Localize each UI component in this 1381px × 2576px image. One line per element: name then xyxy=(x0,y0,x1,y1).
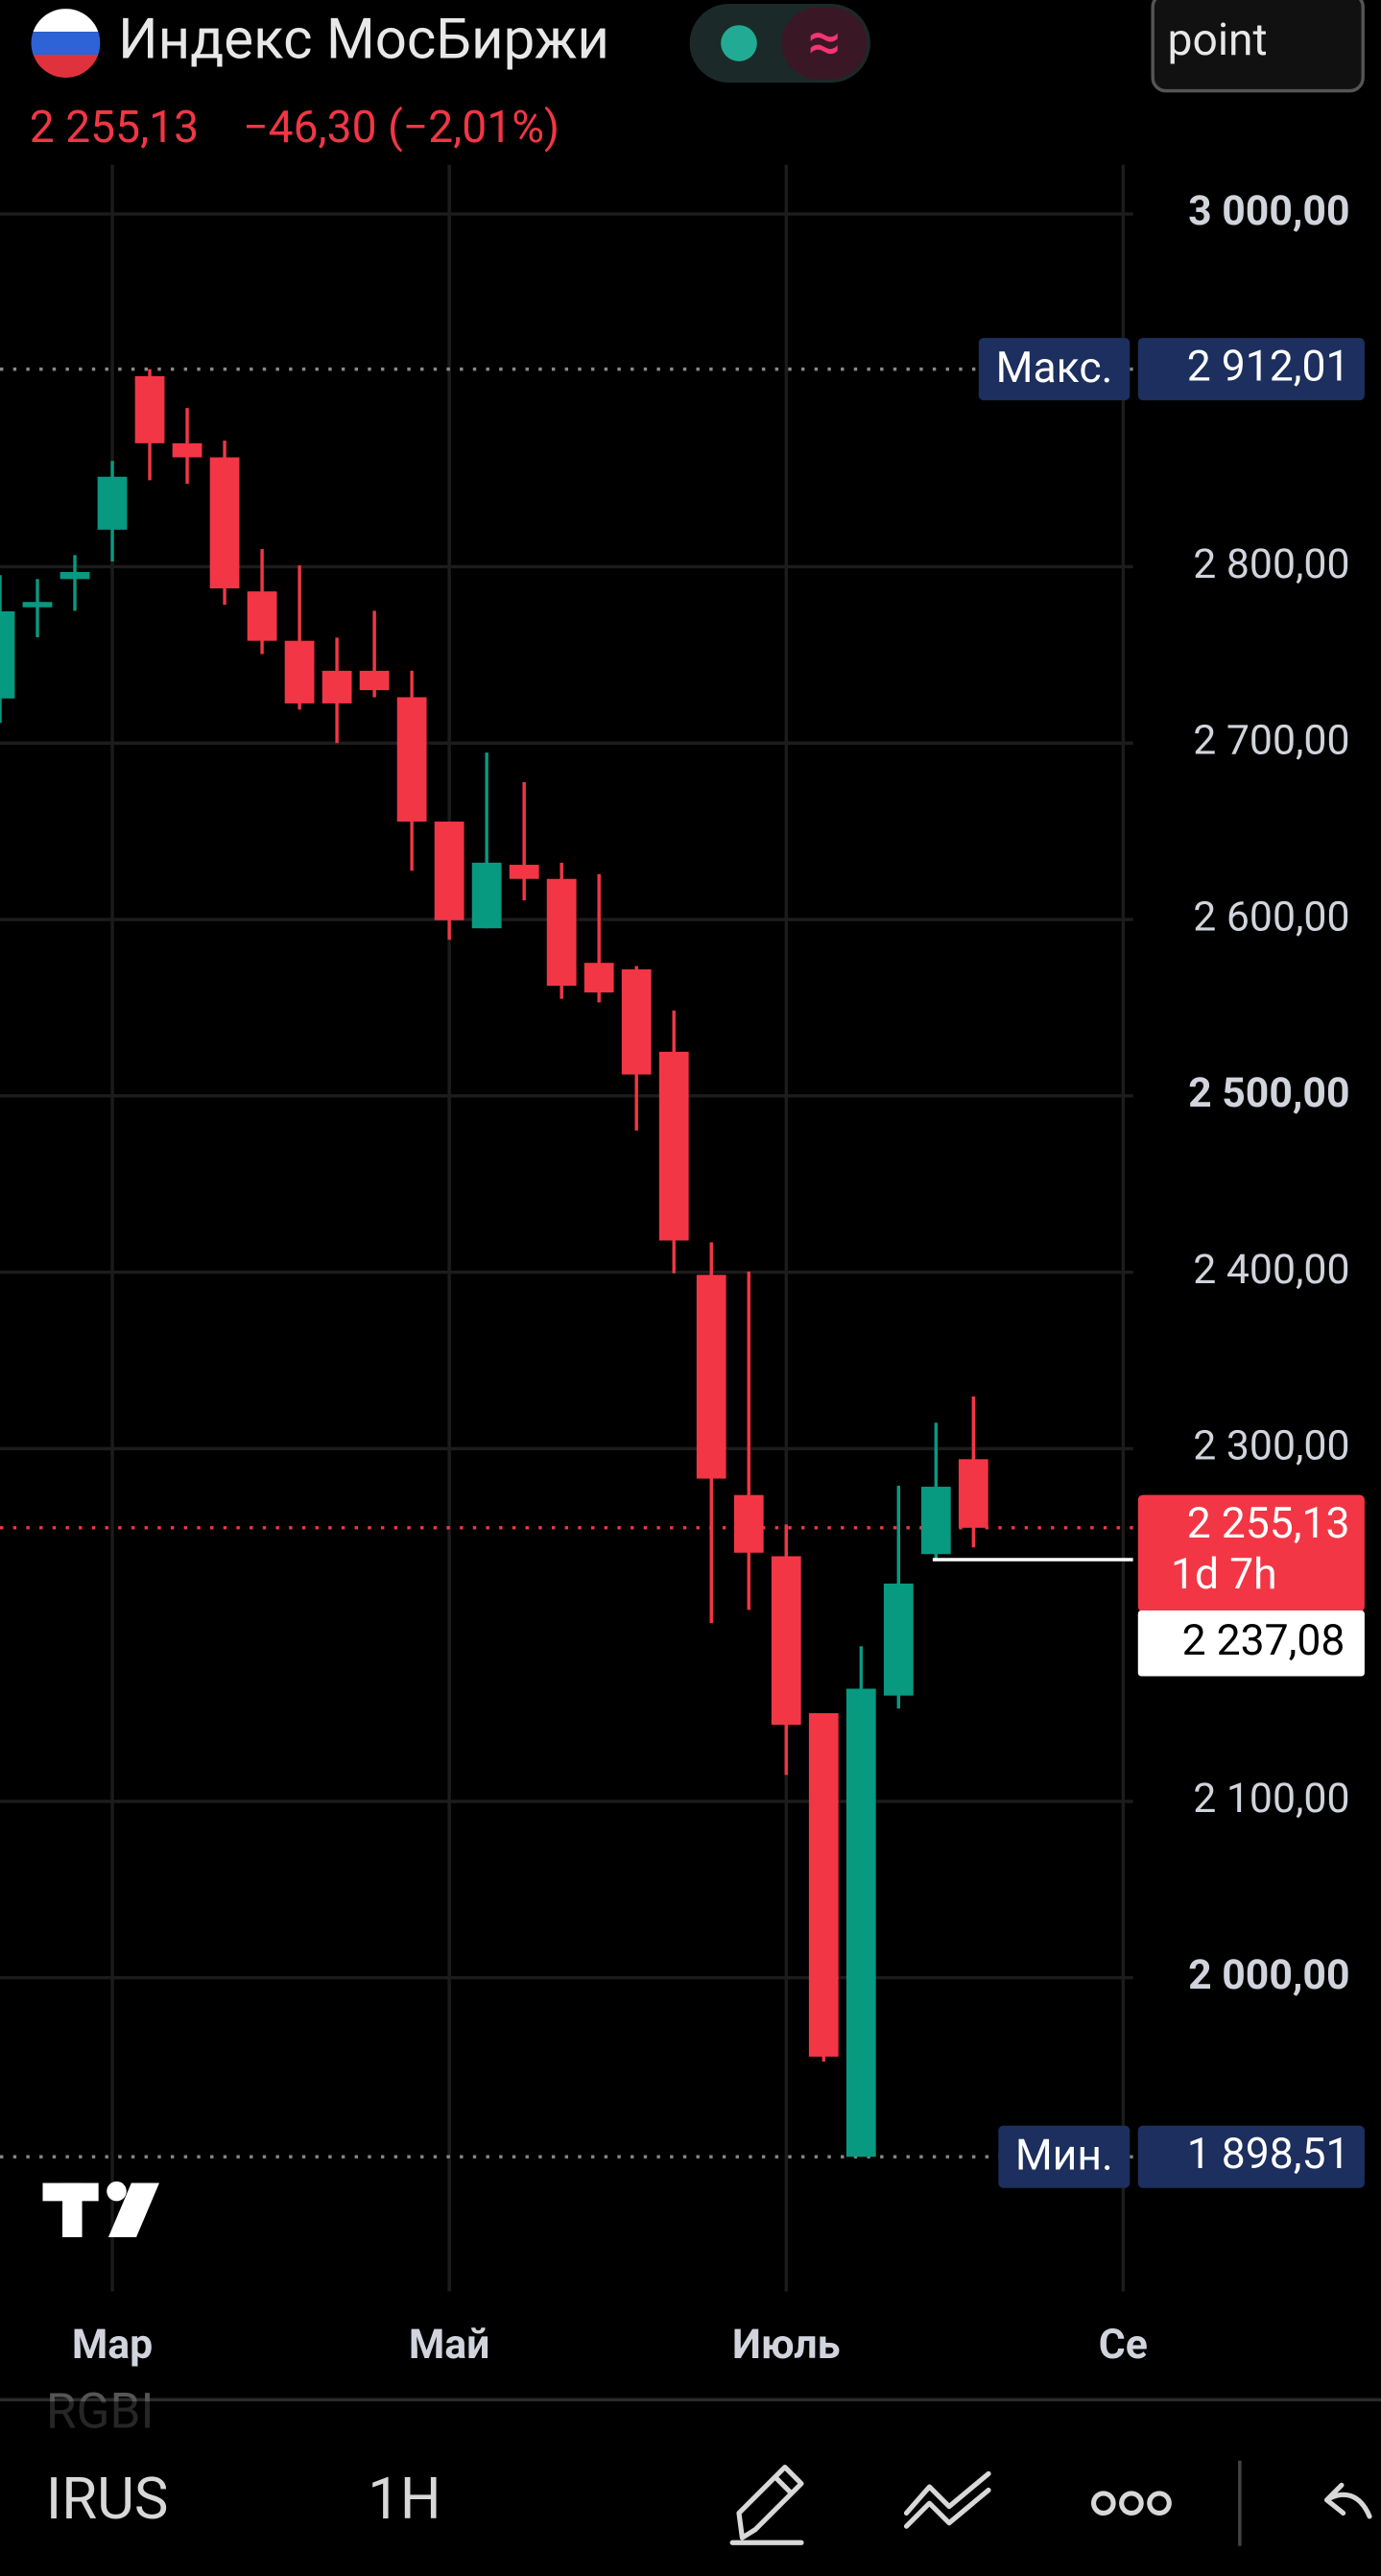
candle-body xyxy=(546,878,577,987)
price-box xyxy=(1137,2125,1365,2188)
y-tick-label: 2 800,00 xyxy=(1193,540,1349,588)
fade xyxy=(0,2401,1381,2438)
candle-body xyxy=(845,1688,876,2158)
last-price-box xyxy=(1137,1494,1365,1612)
candle-body xyxy=(321,670,352,704)
candle-body xyxy=(60,571,90,580)
price-box-label: 1 898,51 xyxy=(1187,2129,1350,2179)
price-box-label: 2 912,01 xyxy=(1187,341,1350,391)
y-tick-label: 2 700,00 xyxy=(1193,717,1349,765)
x-tick-label: Мар xyxy=(72,2321,153,2369)
interval-button[interactable]: 1H xyxy=(368,2465,440,2533)
countdown-label: 1d 7h xyxy=(1171,1549,1277,1599)
y-tick-label: 3 000,00 xyxy=(1188,187,1349,235)
candle-body xyxy=(883,1583,914,1696)
marker-tag-label: Макс. xyxy=(996,343,1113,393)
marker-tag-label: Мин. xyxy=(1015,2131,1113,2181)
header: Индекс МосБиржи ≈ point 2 255,13 −46,30 … xyxy=(30,0,1365,154)
candle-body xyxy=(733,1494,764,1553)
candle-body xyxy=(696,1275,726,1479)
x-tick-label: Се xyxy=(1099,2321,1148,2369)
y-tick-label: 2 100,00 xyxy=(1193,1775,1349,1823)
line-price-box xyxy=(1137,1610,1365,1677)
indicator-pill xyxy=(781,7,868,80)
interval-button[interactable] xyxy=(1151,0,1365,93)
candle-body xyxy=(621,969,652,1075)
candle-body xyxy=(471,862,502,929)
symbol-button[interactable]: IRUS xyxy=(46,2465,169,2533)
tradingview-logo xyxy=(42,2181,159,2237)
candle-body xyxy=(396,697,427,823)
line-price-label: 2 237,08 xyxy=(1182,1615,1345,1665)
last-price: 2 255,13 xyxy=(30,102,199,154)
draw-tool[interactable] xyxy=(729,2464,804,2545)
price-change: −46,30 (−2,01%) xyxy=(243,102,560,154)
y-tick-label: 2 000,00 xyxy=(1188,1951,1349,1999)
candle-body xyxy=(0,610,15,699)
toolbar: RGBI IRUS 1H xyxy=(0,2381,1381,2546)
interval-button-label: point xyxy=(1168,14,1268,66)
candle-body xyxy=(22,602,53,608)
candle-body xyxy=(247,591,277,641)
candle-body xyxy=(172,442,202,458)
y-tick-label: 2 300,00 xyxy=(1193,1422,1349,1470)
flag xyxy=(31,9,101,78)
candle-body xyxy=(434,822,464,920)
candle-body xyxy=(509,865,539,879)
undo-button[interactable] xyxy=(1323,2482,1372,2519)
candle-body xyxy=(920,1487,951,1555)
candle-body xyxy=(583,963,614,993)
trend-tool[interactable] xyxy=(903,2470,991,2529)
candle-body xyxy=(808,1713,839,2057)
y-tick-label: 2 400,00 xyxy=(1193,1246,1349,1294)
candle-body xyxy=(771,1556,801,1726)
chart: 3 000,00 2 800,00 2 700,00 2 600,00 2 500,00… xyxy=(0,164,1365,2369)
candle-body xyxy=(209,457,240,589)
more-button[interactable] xyxy=(1090,2491,1172,2516)
candle-body xyxy=(958,1459,988,1528)
candle-body xyxy=(97,476,128,530)
market-status-dot xyxy=(721,25,757,61)
candle-body xyxy=(134,375,165,443)
candle-body xyxy=(359,670,390,691)
y-tick-label: 2 600,00 xyxy=(1193,893,1349,941)
price-box xyxy=(1137,338,1365,401)
x-tick-label: Июль xyxy=(732,2321,841,2369)
last-price-label: 2 255,13 xyxy=(1187,1498,1350,1548)
y-tick-label: 2 500,00 xyxy=(1188,1069,1349,1117)
marker-tag xyxy=(978,338,1131,401)
symbol-title: Индекс МосБиржи xyxy=(118,7,609,72)
x-tick-label: Май xyxy=(409,2321,490,2369)
candle-body xyxy=(658,1051,689,1241)
indicator-icon: ≈ xyxy=(808,9,842,78)
candle-body xyxy=(284,640,315,704)
marker-tag xyxy=(998,2125,1131,2188)
